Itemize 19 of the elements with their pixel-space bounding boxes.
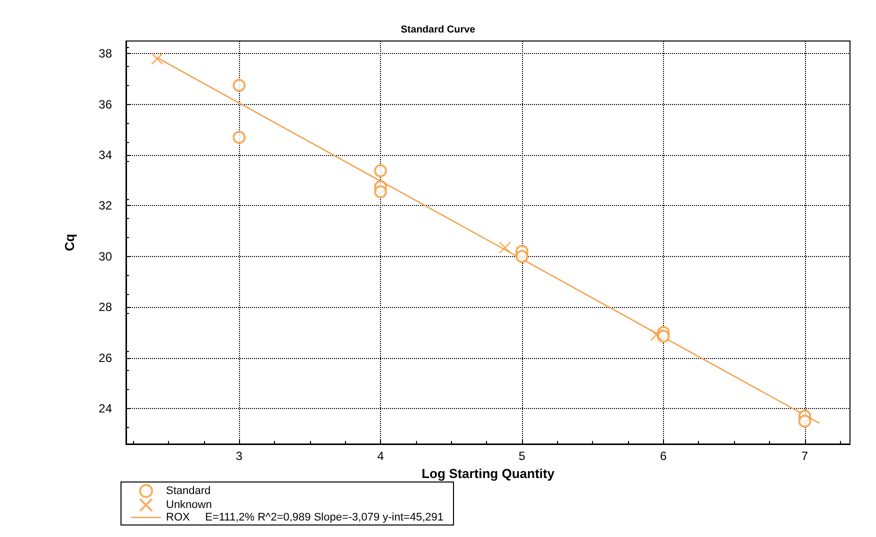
y-tick-label: 32 [98,198,112,213]
y-tick-label: 24 [98,402,112,416]
legend-label: Unknown [166,499,212,511]
x-tick-label: 4 [377,449,384,463]
x-tick-label: 3 [236,449,243,463]
legend-label: ROX E=111,2% R^2=0,989 Slope=-3,079 y-int=45,291 [166,512,444,524]
chart-title: Standard Curve [400,24,476,36]
x-tick-label: 6 [660,449,667,463]
x-tick-label: 7 [801,449,808,463]
y-tick-label: 30 [98,249,112,264]
x-tick-label: 5 [518,449,526,463]
y-axis-title: Cq [62,234,77,252]
y-tick-label: 26 [98,350,112,365]
y-tick-label: 34 [98,148,112,162]
legend-label: Standard [166,485,211,497]
y-tick-label: 36 [98,97,112,112]
y-tick-label: 28 [98,300,112,314]
y-tick-label: 38 [98,46,112,61]
x-axis-title: Log Starting Quantity [422,466,556,481]
